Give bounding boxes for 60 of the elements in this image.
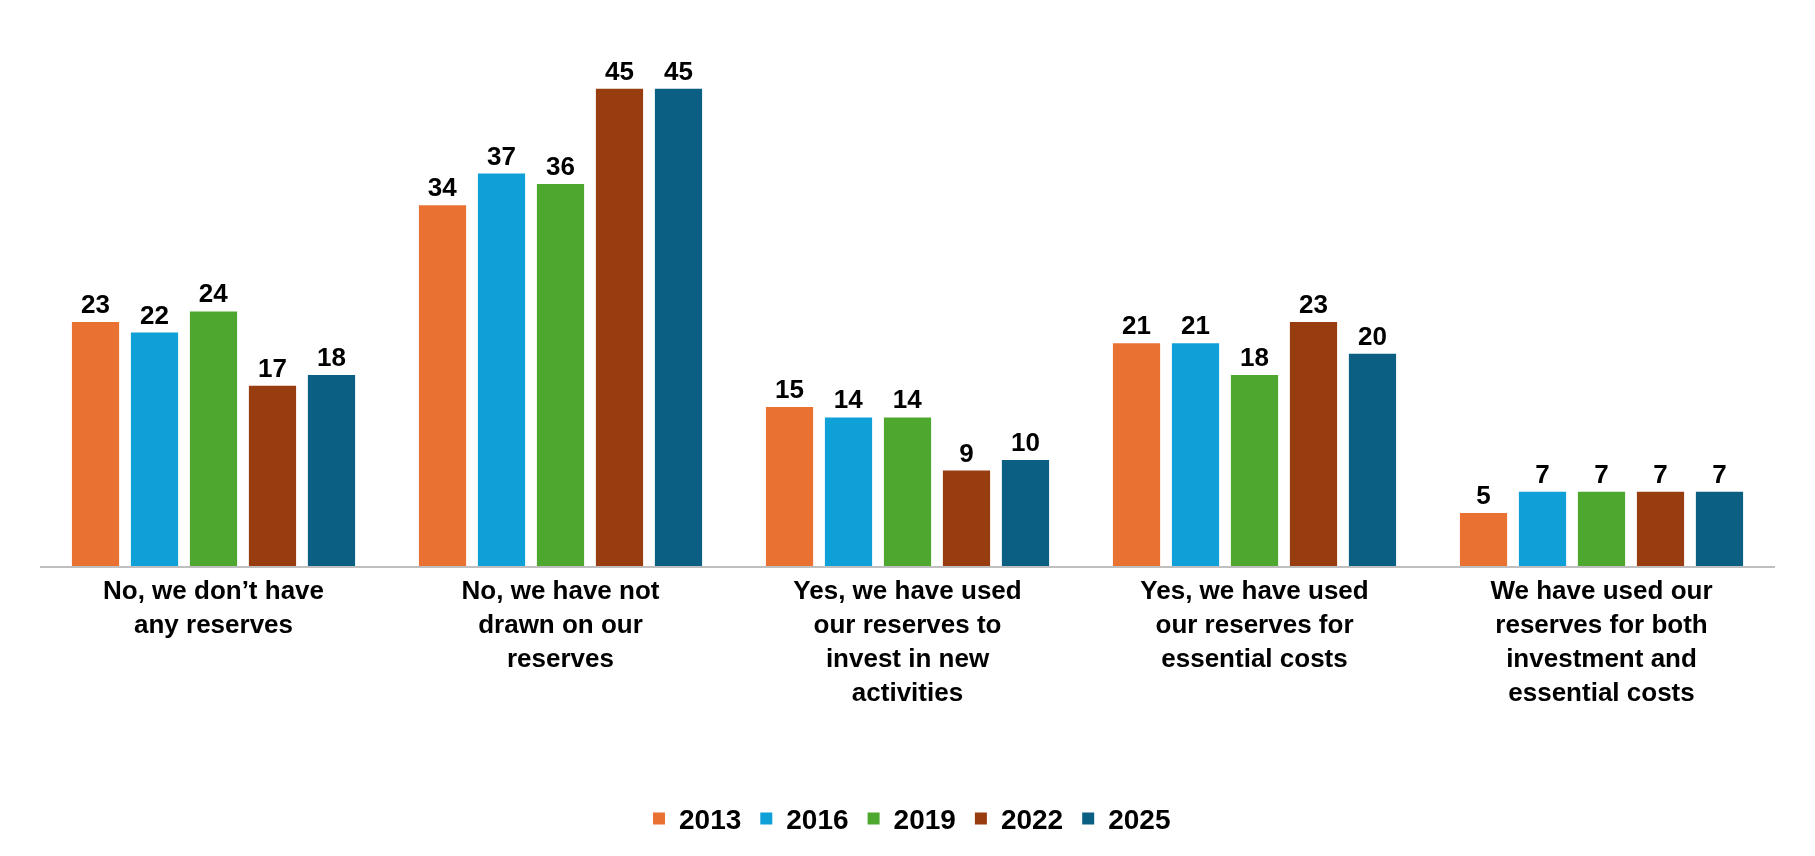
data-label: 7: [1535, 458, 1550, 489]
data-label: 22: [140, 299, 169, 330]
bar: [1636, 491, 1685, 566]
bar: [595, 88, 644, 566]
bar: [71, 322, 120, 566]
legend-label: 2016: [786, 804, 849, 836]
data-label: 36: [546, 151, 575, 182]
bar: [1459, 512, 1508, 566]
bar: [477, 173, 526, 566]
bar: [824, 417, 873, 566]
data-label: 21: [1181, 310, 1210, 341]
bar: [418, 205, 467, 566]
bar: [1577, 491, 1626, 566]
bar: [1112, 343, 1161, 566]
data-label: 17: [258, 352, 287, 383]
bar: [1518, 491, 1567, 566]
data-label: 18: [1240, 342, 1269, 373]
data-label: 7: [1653, 458, 1668, 489]
legend-label: 2013: [679, 804, 742, 836]
bar: [1289, 322, 1338, 566]
bar: [1348, 353, 1397, 566]
bar: [189, 311, 238, 566]
data-label: 23: [1299, 289, 1328, 320]
legend-label: 2019: [893, 804, 956, 836]
bar: [1001, 459, 1050, 566]
bar: [1695, 491, 1744, 566]
data-label: 34: [427, 172, 458, 203]
data-label: 20: [1358, 320, 1387, 351]
bar: [765, 406, 814, 566]
bar: [942, 470, 991, 566]
x-tick-label: No, we don’t have any reserves: [102, 575, 325, 639]
data-label: 23: [81, 289, 110, 320]
bar: [248, 385, 297, 566]
data-label: 45: [664, 55, 693, 86]
bar: [654, 88, 703, 566]
data-label: 14: [833, 384, 864, 415]
bar: [307, 375, 356, 566]
x-tick-label: Yes, we have used our reserves for essential costs: [1140, 575, 1369, 673]
data-label: 7: [1712, 458, 1727, 489]
bar: [1171, 343, 1220, 566]
data-label: 5: [1476, 479, 1491, 510]
x-tick-label: We have used our reserves for both investment and essential costs: [1490, 575, 1713, 707]
bar: [536, 184, 585, 566]
legend-label: 2025: [1108, 804, 1171, 836]
data-label: 21: [1122, 310, 1151, 341]
data-label: 24: [198, 278, 229, 309]
data-label: 7: [1594, 458, 1609, 489]
data-label: 45: [605, 55, 634, 86]
data-label: 14: [892, 384, 923, 415]
data-label: 15: [775, 373, 804, 404]
x-tick-label: Yes, we have used our reserves to invest in new activities: [793, 575, 1022, 707]
bar: [1230, 375, 1279, 566]
data-label: 18: [317, 342, 346, 373]
bar: [130, 332, 179, 566]
x-tick-label: No, we have not drawn on our reserves: [461, 575, 660, 673]
legend-label: 2022: [1000, 804, 1064, 836]
data-label: 9: [959, 437, 974, 468]
data-label: 37: [487, 140, 516, 171]
bar: [883, 417, 932, 566]
data-label: 10: [1011, 426, 1040, 457]
